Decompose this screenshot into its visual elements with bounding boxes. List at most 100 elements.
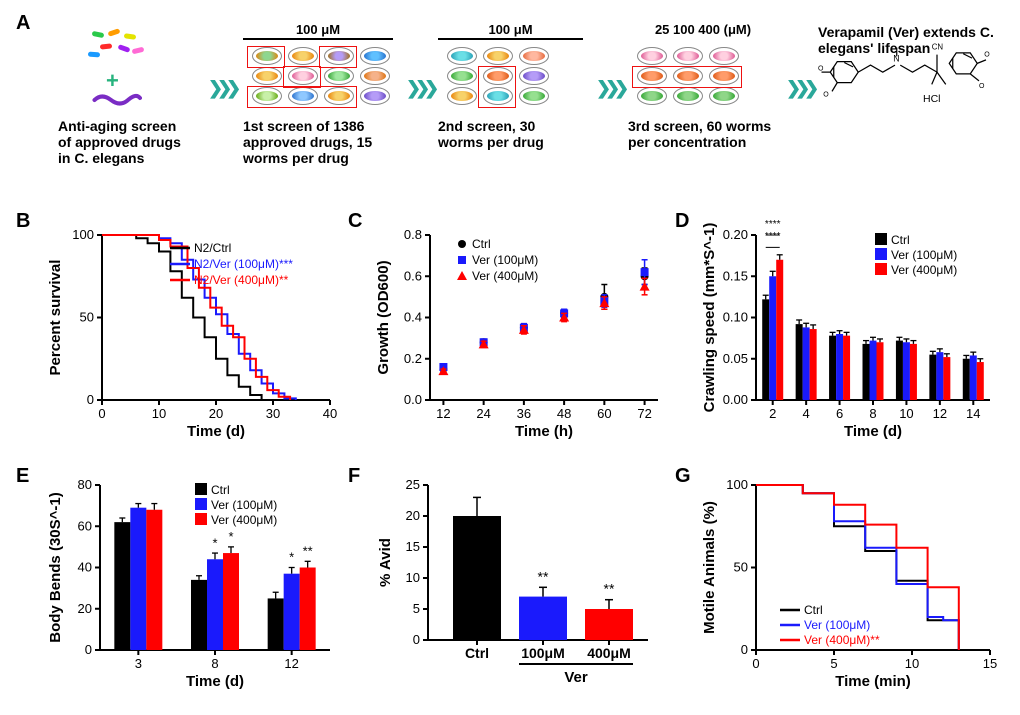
svg-text:100: 100 [726,477,748,492]
a-caption-1: 1st screen of 1386 approved drugs, 15 wo… [243,118,393,166]
svg-text:0.6: 0.6 [404,268,422,283]
a-step-3: 25 100 400 (μM) 3rd screen, 60 worms per… [628,24,778,150]
panel-B: 010203040050100Time (d)Percent survivalN… [40,220,340,445]
svg-text:O: O [818,65,824,72]
svg-text:60: 60 [597,406,611,421]
svg-text:N2/Ver (400μM)**: N2/Ver (400μM)** [194,273,289,287]
svg-text:*: * [212,535,217,550]
arrow-icon: ❯❯❯ [208,78,235,99]
svg-text:4: 4 [803,406,810,421]
svg-text:0.00: 0.00 [723,392,748,407]
figure: A B C D E F G ❯❯❯ ❯❯❯ ❯❯❯ ❯❯❯ [10,10,1010,705]
a-step-0: + Anti-aging screen of approved drugs in… [58,24,193,166]
panel-A: ❯❯❯ ❯❯❯ ❯❯❯ ❯❯❯ + [58,24,998,194]
svg-text:30: 30 [266,406,280,421]
svg-text:Time (d): Time (d) [844,423,902,440]
chemical-structure-icon: O O N CN O O [818,30,993,116]
svg-text:15: 15 [983,656,997,671]
svg-text:N2/Ctrl: N2/Ctrl [194,241,231,255]
svg-text:10: 10 [406,570,420,585]
svg-text:0: 0 [85,642,92,657]
svg-text:48: 48 [557,406,571,421]
svg-text:25: 25 [406,477,420,492]
svg-text:Crawling speed (mm*S^-1): Crawling speed (mm*S^-1) [701,223,718,413]
svg-text:Ver: Ver [564,669,588,686]
a-step-4: O O N CN O O [818,24,1003,56]
label-D: D [675,210,689,233]
hcl-label: HCl [923,93,941,105]
arrow-icon: ❯❯❯ [596,78,623,99]
svg-text:5: 5 [413,601,420,616]
svg-text:2: 2 [769,406,776,421]
svg-text:Ctrl: Ctrl [891,233,910,247]
plus-icon: + [106,68,119,94]
svg-text:0: 0 [98,406,105,421]
label-B: B [16,210,30,233]
label-E: E [16,465,29,488]
arrow-icon: ❯❯❯ [786,78,813,99]
svg-text:0: 0 [413,632,420,647]
svg-text:Time (d): Time (d) [186,673,244,690]
svg-text:Body Bends (30S^-1): Body Bends (30S^-1) [47,492,64,642]
svg-text:% Avid: % Avid [377,538,394,587]
svg-text:8: 8 [869,406,876,421]
a-step-1: 100 μM [243,24,393,166]
svg-text:10: 10 [905,656,919,671]
svg-text:Time (h): Time (h) [515,423,573,440]
svg-text:Ctrl: Ctrl [211,483,230,497]
svg-text:Ver (400μM): Ver (400μM) [211,513,277,527]
svg-text:0: 0 [741,642,748,657]
svg-text:Time (d): Time (d) [187,423,245,440]
svg-text:40: 40 [323,406,337,421]
svg-text:Ctrl: Ctrl [472,237,491,251]
a-caption-0: Anti-aging screen of approved drugs in C… [58,118,193,166]
svg-text:10: 10 [152,406,166,421]
svg-text:10: 10 [899,406,913,421]
svg-text:**: ** [538,568,549,584]
svg-text:0.20: 0.20 [723,227,748,242]
svg-text:0.10: 0.10 [723,310,748,325]
svg-text:Percent survival: Percent survival [47,260,64,376]
svg-text:Time (min): Time (min) [835,673,911,690]
svg-text:0.2: 0.2 [404,351,422,366]
panel-C: 1224364860720.00.20.40.60.8Time (h)Growt… [368,220,668,445]
label-G: G [675,465,691,488]
svg-text:****: **** [765,231,781,242]
svg-text:60: 60 [78,518,92,533]
svg-text:**: ** [604,581,615,597]
svg-text:24: 24 [476,406,490,421]
svg-text:Ver (100μM): Ver (100μM) [472,253,538,267]
svg-text:0.0: 0.0 [404,392,422,407]
svg-text:Ver (400μM)**: Ver (400μM)** [804,633,880,647]
svg-text:8: 8 [211,656,218,671]
svg-text:CN: CN [932,42,944,51]
svg-text:12: 12 [933,406,947,421]
panel-F: 0510152025Ctrl100μM400μMVer% Avid**** [368,470,668,695]
svg-text:72: 72 [637,406,651,421]
svg-text:0.4: 0.4 [404,310,422,325]
svg-text:O: O [979,83,985,90]
panel-D: 24681012140.000.050.100.150.20Time (d)Cr… [690,220,1000,445]
svg-text:Ver (100μM): Ver (100μM) [891,248,957,262]
svg-text:*: * [228,529,233,544]
svg-text:40: 40 [78,560,92,575]
svg-text:Ver (100μM): Ver (100μM) [211,498,277,512]
svg-text:0: 0 [87,392,94,407]
svg-text:0.8: 0.8 [404,227,422,242]
svg-text:12: 12 [436,406,450,421]
arrow-icon: ❯❯❯ [406,78,433,99]
svg-text:Ctrl: Ctrl [804,603,823,617]
svg-text:N2/Ver (100μM)***: N2/Ver (100μM)*** [194,257,293,271]
svg-text:Motile Animals (%): Motile Animals (%) [701,501,718,634]
a-caption-3: 3rd screen, 60 worms per concentration [628,118,778,150]
svg-text:Ver (100μM): Ver (100μM) [804,618,870,632]
svg-text:15: 15 [406,539,420,554]
label-A: A [16,12,30,35]
svg-text:400μM: 400μM [587,645,631,661]
svg-text:20: 20 [406,508,420,523]
svg-text:100μM: 100μM [521,645,565,661]
svg-text:3: 3 [135,656,142,671]
svg-text:14: 14 [966,406,980,421]
svg-text:O: O [984,51,990,58]
svg-text:80: 80 [78,477,92,492]
